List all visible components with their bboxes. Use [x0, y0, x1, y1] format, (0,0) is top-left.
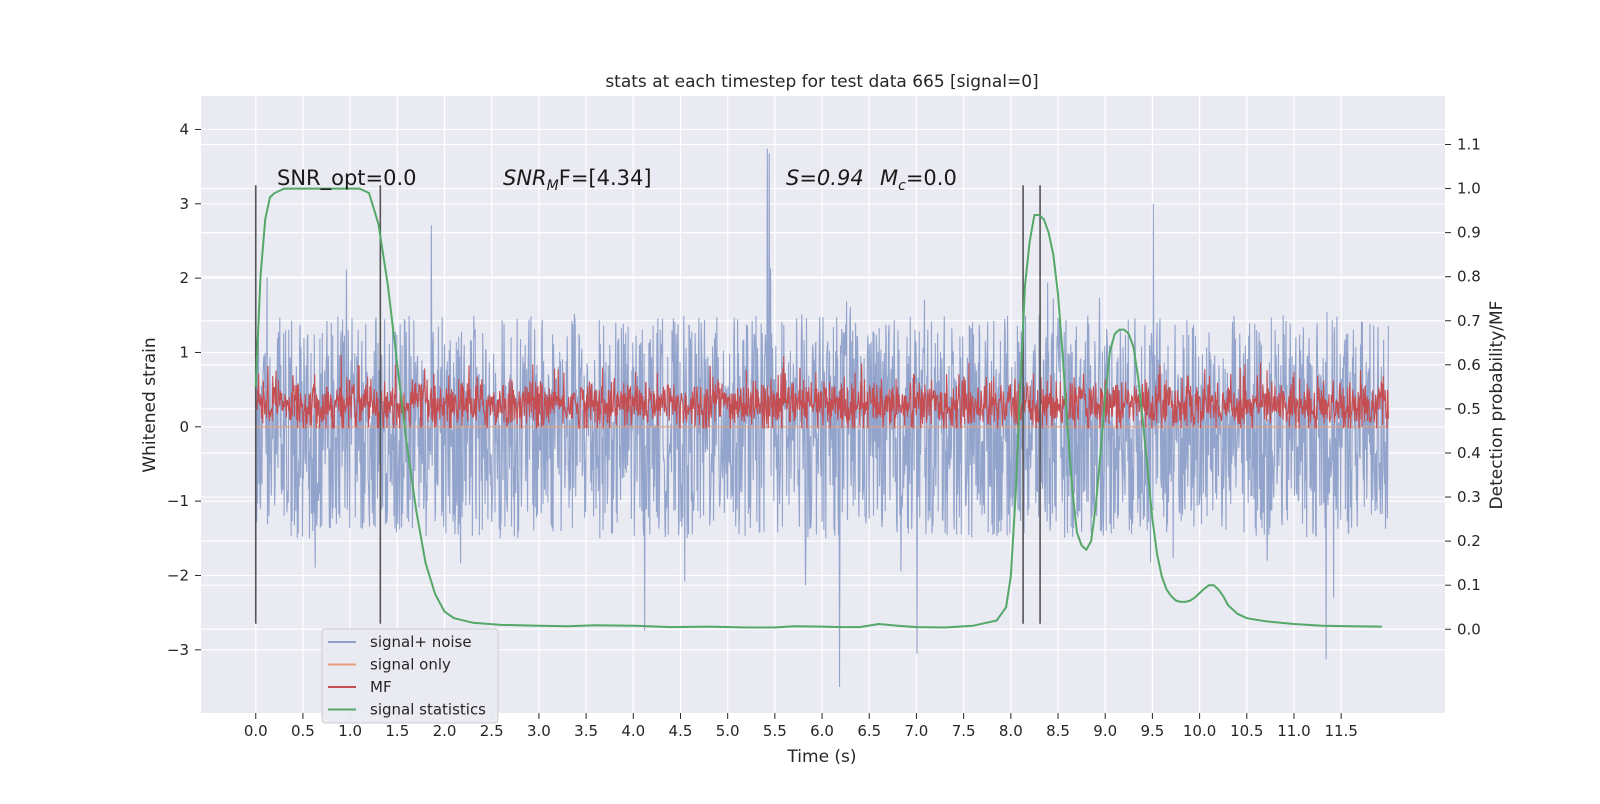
chart-title: stats at each timestep for test data 665… [605, 72, 1038, 92]
y2-tick-label: 0.9 [1457, 224, 1481, 242]
y-tick-label: 3 [179, 195, 189, 213]
y-tick-label: −3 [167, 641, 189, 659]
series-signal-statistics [254, 187, 1382, 629]
x-tick-label: 9.5 [1140, 722, 1164, 740]
x-tick-label: 11.0 [1277, 722, 1310, 740]
y-tick-label: 4 [179, 120, 189, 138]
legend-label: signal only [370, 656, 451, 674]
y-tick-label: 0 [179, 418, 189, 436]
mf-line [255, 354, 1389, 430]
legend-label: signal statistics [370, 701, 486, 719]
series-mf [255, 354, 1389, 430]
x-tick-label: 0.0 [244, 722, 268, 740]
annotation-snr-mf: SNRMF=[4.34] [503, 166, 652, 194]
x-tick-label: 4.0 [621, 722, 645, 740]
annotation-s: S=0.94 [786, 166, 864, 190]
x-tick-label: 10.5 [1230, 722, 1263, 740]
x-tick-label: 8.5 [1046, 722, 1070, 740]
x-tick-label: 0.5 [291, 722, 315, 740]
annotation-snr-opt: SNR_opt=0.0 [277, 166, 417, 191]
series-signal-noise [255, 148, 1389, 688]
x-tick-label: 7.5 [952, 722, 976, 740]
x-tick-label: 1.0 [338, 722, 362, 740]
y2-tick-label: 0.4 [1457, 444, 1481, 462]
y2-tick-label: 0.5 [1457, 400, 1481, 418]
annotations: SNR_opt=0.0 SNRMF=[4.34] S=0.94 Mc=0.0 [277, 166, 957, 194]
legend-label: signal+ noise [370, 633, 472, 651]
legend-box [321, 628, 499, 724]
x-tick-label: 4.5 [669, 722, 693, 740]
y2-tick-label: 0.6 [1457, 356, 1481, 374]
y-axis-ticks: −3 −2 −1 0 1 2 3 4 [167, 120, 201, 659]
y2-tick-label: 0.2 [1457, 532, 1481, 550]
vertical-markers [254, 185, 1041, 624]
x-tick-label: 6.5 [857, 722, 881, 740]
x-tick-label: 5.5 [763, 722, 787, 740]
x-axis-label: Time (s) [786, 747, 856, 767]
signal-noise-line [255, 148, 1389, 688]
signal-statistics-line [254, 187, 1382, 629]
y2-tick-label: 0.1 [1457, 576, 1481, 594]
x-tick-label: 8.0 [999, 722, 1023, 740]
x-tick-label: 7.0 [905, 722, 929, 740]
legend-label: MF [370, 678, 392, 696]
y2-tick-label: 1.0 [1457, 180, 1481, 198]
x-tick-label: 3.0 [527, 722, 551, 740]
x-tick-label: 1.5 [385, 722, 409, 740]
y2-tick-label: 0.0 [1457, 620, 1481, 638]
y-tick-label: 2 [179, 269, 189, 287]
x-tick-label: 11.5 [1324, 722, 1357, 740]
y2-tick-label: 1.1 [1457, 135, 1481, 153]
y2-tick-label: 0.3 [1457, 488, 1481, 506]
y-tick-label: −2 [167, 566, 189, 584]
x-tick-label: 2.5 [480, 722, 504, 740]
y2-axis-ticks: 0.0 0.1 0.2 0.3 0.4 0.5 0.6 0.7 0.8 0.9 1.0 1.1 [1445, 135, 1481, 638]
y-axis-label: Whitened strain [140, 337, 160, 472]
x-tick-label: 3.5 [574, 722, 598, 740]
legend: signal+ noise signal only MF signal statist… [321, 628, 499, 724]
x-tick-label: 2.0 [433, 722, 457, 740]
y2-axis-label: Detection probability/MF [1487, 301, 1507, 510]
y2-tick-label: 0.8 [1457, 268, 1481, 286]
y-tick-label: 1 [179, 343, 189, 361]
x-tick-label: 10.0 [1183, 722, 1216, 740]
x-tick-label: 5.0 [716, 722, 740, 740]
y-tick-label: −1 [167, 492, 189, 510]
annotation-mc: Mc=0.0 [880, 166, 957, 194]
x-axis-ticks: 0.0 0.5 1.0 1.5 2.0 2.5 3.0 3.5 4.0 4.5 5.0 5.5 6.0 6… [244, 713, 1358, 740]
x-tick-label: 6.0 [810, 722, 834, 740]
x-tick-label: 9.0 [1093, 722, 1117, 740]
y2-tick-label: 0.7 [1457, 312, 1481, 330]
